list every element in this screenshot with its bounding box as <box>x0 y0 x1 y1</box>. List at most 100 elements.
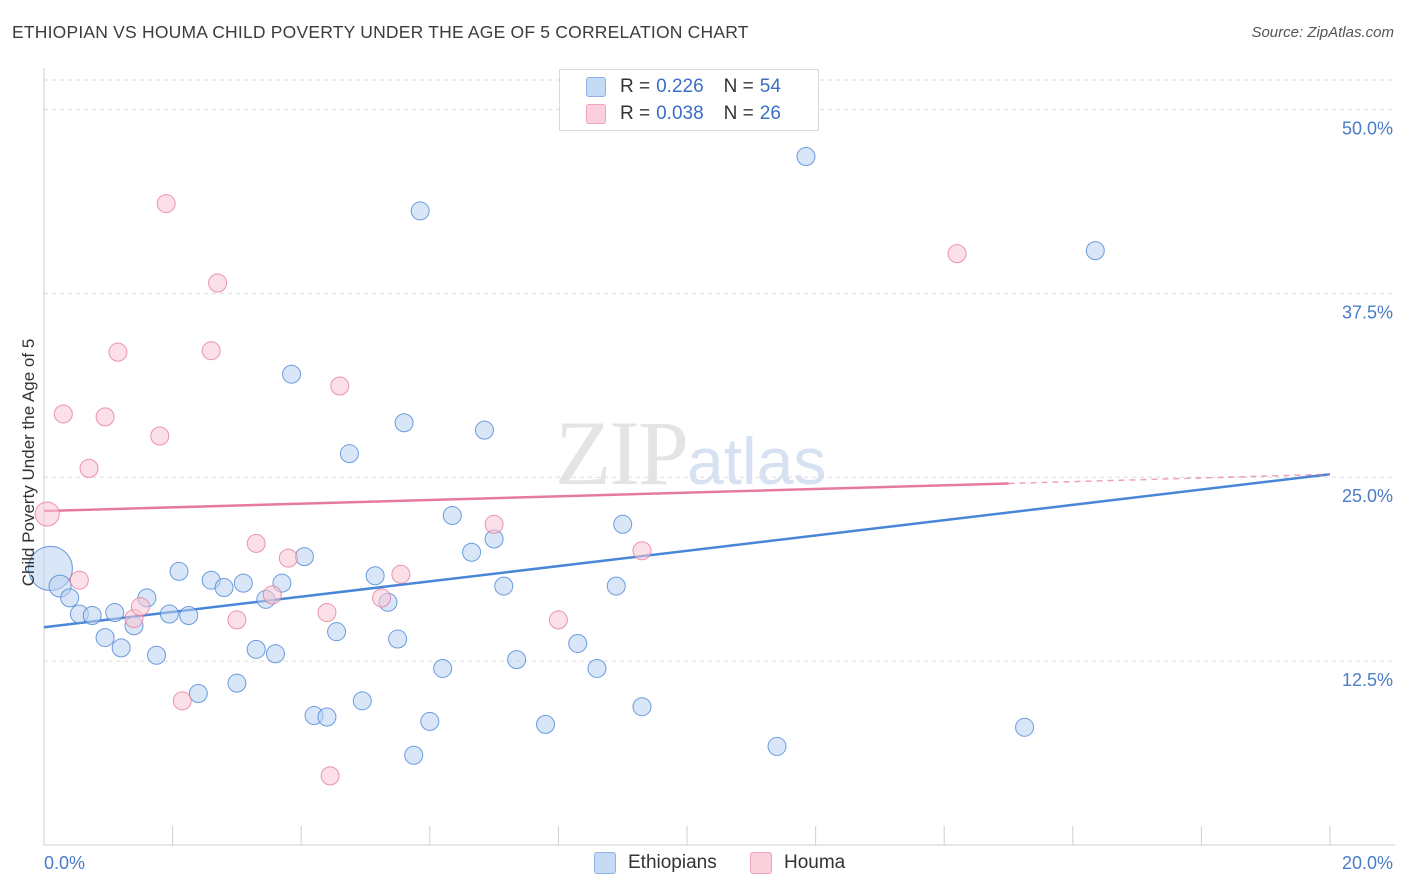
gridlines <box>44 79 1395 662</box>
legend-swatch-houma <box>750 852 772 874</box>
point-ethiopians <box>294 547 314 567</box>
legend-row-ethiopians: R = 0.226 N = 54 <box>586 74 781 100</box>
point-ethiopians <box>632 697 652 717</box>
point-ethiopians <box>352 691 372 711</box>
point-houma <box>172 691 192 711</box>
point-ethiopians <box>613 514 633 534</box>
point-houma <box>69 570 89 590</box>
point-houma <box>320 766 340 786</box>
point-houma <box>372 588 392 608</box>
data-points <box>27 147 1105 786</box>
point-houma <box>130 597 150 617</box>
watermark-zip: ZIP <box>555 402 689 504</box>
point-houma <box>150 426 170 446</box>
point-ethiopians <box>1015 717 1035 737</box>
point-ethiopians <box>179 606 199 625</box>
point-ethiopians <box>388 629 408 649</box>
point-houma <box>246 533 266 553</box>
point-ethiopians <box>1085 241 1105 261</box>
legend-swatch-houma <box>586 104 606 124</box>
point-ethiopians <box>159 604 179 624</box>
legend-n-value: 26 <box>759 103 781 124</box>
point-ethiopians <box>462 542 482 562</box>
point-ethiopians <box>147 645 167 665</box>
legend-n-value: 54 <box>759 76 781 97</box>
y-tick-label: 25.0% <box>1342 486 1393 506</box>
correlation-legend: R = 0.226 N = 54 R = 0.038 N = 26 <box>559 69 819 131</box>
point-ethiopians <box>433 658 453 678</box>
legend-swatch-ethiopians <box>594 852 616 874</box>
x-tick-label: 0.0% <box>44 853 85 873</box>
point-ethiopians <box>420 711 440 731</box>
point-houma <box>53 404 73 424</box>
axis-labels: 12.5% 25.0% 37.5% 50.0% 0.0% 20.0% Child Pover… <box>19 118 1393 873</box>
point-ethiopians <box>95 628 115 648</box>
legend-item-ethiopians[interactable]: Ethiopians <box>594 852 717 874</box>
point-houma <box>156 194 176 214</box>
point-houma <box>79 458 99 478</box>
point-ethiopians <box>111 638 131 658</box>
point-ethiopians <box>233 573 253 593</box>
point-ethiopians <box>404 745 424 765</box>
legend-item-houma[interactable]: Houma <box>750 852 845 874</box>
point-ethiopians <box>494 576 514 596</box>
chart-source: Source: ZipAtlas.com <box>1251 24 1394 41</box>
trend-lines <box>43 473 1331 629</box>
legend-label-ethiopians: Ethiopians <box>628 852 717 873</box>
point-ethiopians <box>442 505 462 525</box>
point-houma <box>391 564 411 584</box>
point-houma <box>330 376 350 396</box>
point-houma <box>108 342 128 362</box>
point-ethiopians <box>767 736 787 756</box>
point-ethiopians <box>796 147 816 166</box>
point-ethiopians <box>317 707 337 727</box>
point-houma <box>34 501 60 527</box>
legend-n-label: N = <box>723 76 754 97</box>
trend-line-ethiopians <box>43 473 1331 629</box>
point-ethiopians <box>227 673 247 693</box>
point-ethiopians <box>282 364 302 384</box>
point-ethiopians <box>507 650 527 670</box>
point-ethiopians <box>606 576 626 596</box>
y-tick-label: 37.5% <box>1342 302 1393 322</box>
point-ethiopians <box>105 603 125 623</box>
series-legend: Ethiopians Houma <box>0 852 1406 878</box>
legend-r-label: R = <box>620 76 651 97</box>
x-tick-label: 20.0% <box>1342 853 1393 873</box>
y-axis-title: Child Poverty Under the Age of 5 <box>19 339 38 587</box>
axes <box>43 68 1395 846</box>
y-tick-label: 12.5% <box>1342 670 1393 690</box>
point-ethiopians <box>82 606 102 625</box>
point-ethiopians <box>536 714 556 734</box>
point-houma <box>201 341 221 361</box>
point-houma <box>632 541 652 561</box>
legend-label-houma: Houma <box>784 852 846 873</box>
trend-line-houma <box>43 482 1009 513</box>
legend-r-label: R = <box>620 103 651 124</box>
point-ethiopians <box>265 644 285 664</box>
point-ethiopians <box>410 201 430 221</box>
point-houma <box>317 603 337 623</box>
point-ethiopians <box>394 413 414 433</box>
legend-r-value: 0.038 <box>656 103 704 124</box>
point-houma <box>95 407 115 427</box>
point-ethiopians <box>587 658 607 678</box>
point-houma <box>548 610 568 630</box>
watermark-atlas: atlas <box>687 424 827 498</box>
point-ethiopians <box>169 561 189 581</box>
point-houma <box>278 548 298 568</box>
point-ethiopians <box>474 420 494 440</box>
legend-n-label: N = <box>723 103 754 124</box>
point-ethiopians <box>60 588 80 608</box>
point-houma <box>947 244 967 264</box>
point-ethiopians <box>339 444 359 464</box>
point-ethiopians <box>327 622 347 642</box>
trend-line-houma-dashed <box>1008 473 1331 485</box>
point-ethiopians <box>568 633 588 653</box>
watermark: ZIPatlas <box>555 400 826 506</box>
legend-row-houma: R = 0.038 N = 26 <box>586 101 781 127</box>
point-ethiopians <box>188 683 208 703</box>
point-ethiopians <box>365 566 385 586</box>
point-houma <box>208 273 228 293</box>
